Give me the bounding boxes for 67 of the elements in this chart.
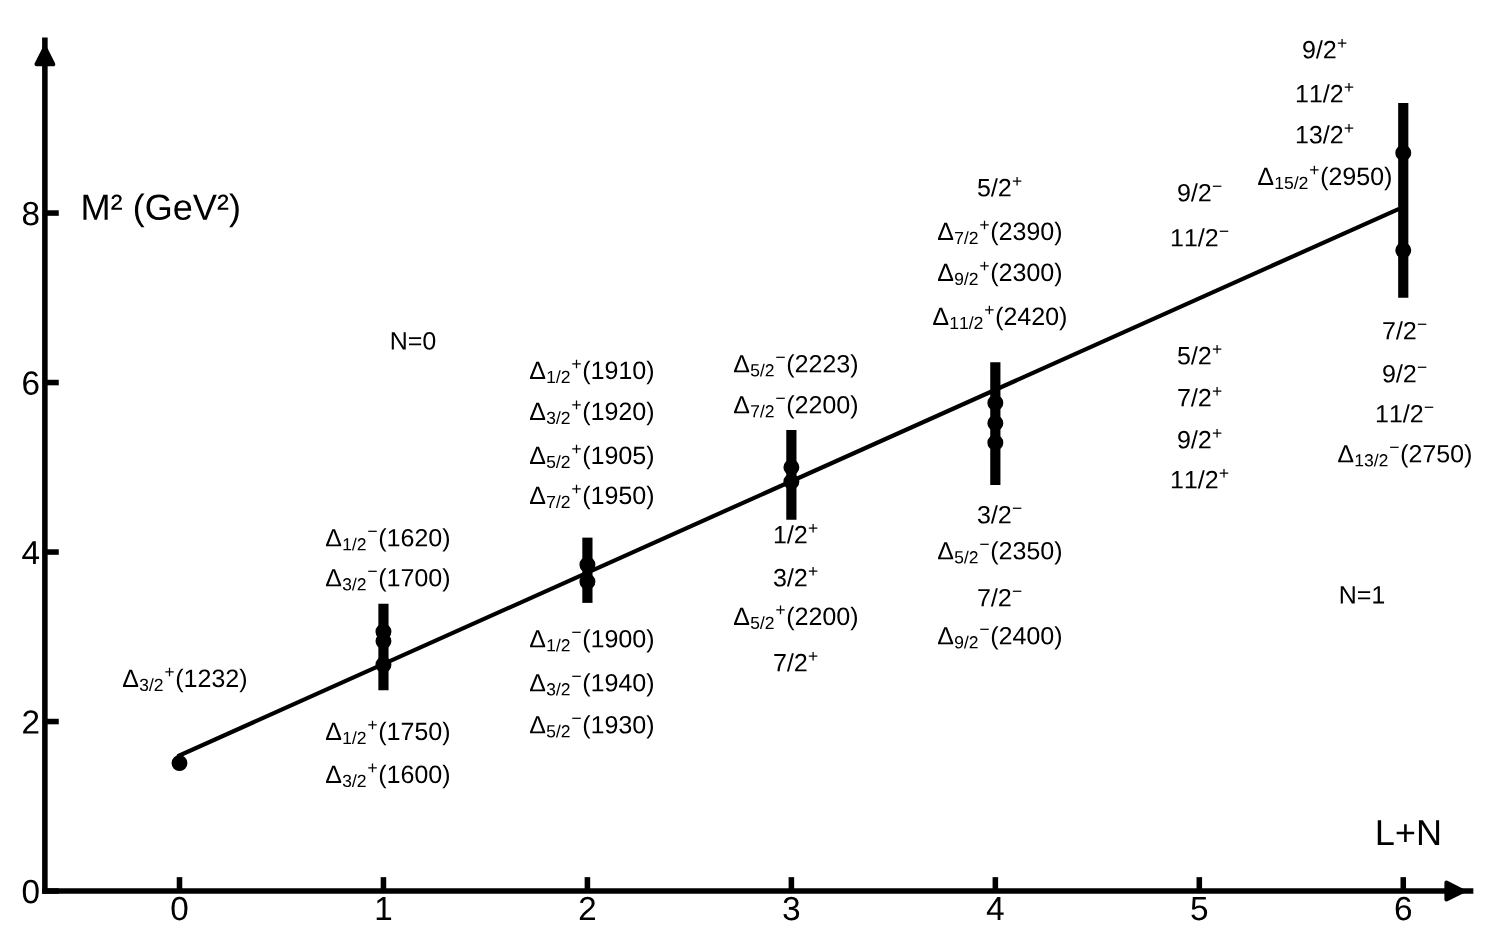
y-tick-label: 0 bbox=[22, 879, 39, 904]
annotation: 11/2$^{−}$ bbox=[1376, 404, 1434, 423]
annotation: 9/2$^{+}$ bbox=[1303, 38, 1347, 59]
x-tick-label: 2 bbox=[579, 896, 596, 921]
annotation: 7/2$^{−}$ bbox=[1383, 321, 1427, 340]
annotation: Δ$_{5/2}$$^{+}$(1905) bbox=[530, 444, 653, 470]
x-tick-label: 1 bbox=[376, 897, 392, 921]
annotation: Δ$_{9/2}$$^{−}$(2400) bbox=[938, 626, 1061, 650]
annotation: 1/2$^{+}$ bbox=[774, 523, 818, 544]
annotation: 3/2$^{+}$ bbox=[773, 566, 818, 587]
annotation: 5/2$^{+}$ bbox=[978, 176, 1022, 197]
annotation: Δ$_{5/2}$$^{−}$(2350) bbox=[938, 541, 1061, 565]
annotation: Δ$_{1/2}$$^{−}$(1900) bbox=[530, 629, 653, 653]
annotation: 7/2$^{−}$ bbox=[978, 588, 1022, 607]
point bbox=[1395, 242, 1412, 259]
annotation: Δ$_{7/2}$$^{+}$(2390) bbox=[938, 220, 1061, 246]
annotation: Δ$_{13/2}$$^{−}$(2750) bbox=[1338, 444, 1471, 468]
y-tick-label: 4 bbox=[22, 541, 40, 565]
x-axis-title: L+N bbox=[1377, 820, 1440, 846]
annotation: Δ$_{1/2}$$^{+}$(1750) bbox=[326, 720, 449, 746]
annotation: Δ$_{7/2}$$^{+}$(1950) bbox=[530, 484, 653, 510]
y-tick-label: 2 bbox=[23, 710, 39, 734]
annotation: N=1 bbox=[1340, 586, 1385, 604]
x-tick-label: 3 bbox=[783, 896, 800, 921]
point bbox=[987, 394, 1004, 411]
point bbox=[579, 573, 596, 590]
annotation: Δ$_{11/2}$$^{+}$(2420) bbox=[933, 305, 1066, 331]
annotation: 3/2$^{−}$ bbox=[977, 505, 1022, 524]
annotation: 7/2$^{+}$ bbox=[1178, 386, 1222, 407]
annotation: Δ$_{9/2}$$^{+}$(2300) bbox=[938, 261, 1061, 287]
point bbox=[1395, 144, 1412, 161]
x-tick-label: 5 bbox=[1191, 897, 1208, 921]
annotation: N=0 bbox=[391, 332, 436, 350]
point bbox=[375, 656, 392, 673]
annotation: 11/2$^{−}$ bbox=[1171, 228, 1229, 247]
point bbox=[783, 459, 800, 476]
annotation: 7/2$^{+}$ bbox=[774, 651, 818, 672]
annotation: Δ$_{1/2}$$^{−}$(1620) bbox=[326, 528, 449, 552]
annotation: 9/2$^{−}$ bbox=[1178, 183, 1222, 202]
annotation: 9/2$^{+}$ bbox=[1178, 428, 1222, 449]
x-tick-label: 0 bbox=[171, 896, 188, 921]
annotation: 11/2$^{+}$ bbox=[1296, 82, 1354, 103]
annotation: Δ$_{3/2}$$^{+}$(1600) bbox=[326, 763, 449, 789]
annotation: Δ$_{3/2}$$^{+}$(1920) bbox=[530, 400, 653, 426]
annotation: Δ$_{5/2}$$^{+}$(2200) bbox=[734, 605, 857, 631]
point bbox=[171, 755, 188, 772]
annotation: Δ$_{5/2}$$^{−}$(1930) bbox=[530, 715, 653, 739]
annotation: 11/2$^{+}$ bbox=[1171, 468, 1229, 489]
point bbox=[987, 434, 1004, 451]
point bbox=[987, 415, 1004, 432]
y-tick-label: 8 bbox=[22, 201, 39, 226]
point bbox=[579, 556, 596, 573]
annotation: Δ$_{15/2}$$^{+}$(2950) bbox=[1258, 165, 1391, 191]
annotation: Δ$_{3/2}$$^{−}$(1700) bbox=[326, 568, 449, 592]
x-tick-label: 6 bbox=[1395, 896, 1412, 921]
annotation: Δ$_{1/2}$$^{+}$(1910) bbox=[530, 359, 653, 385]
annotation: 9/2$^{−}$ bbox=[1383, 364, 1427, 383]
annotation: Δ$_{7/2}$$^{−}$(2200) bbox=[734, 395, 857, 419]
annotation: 5/2$^{+}$ bbox=[1178, 344, 1222, 365]
x-tick-label: 4 bbox=[986, 897, 1004, 921]
annotation: Δ$_{5/2}$$^{−}$(2223) bbox=[734, 354, 857, 378]
y-tick-label: 6 bbox=[23, 371, 39, 395]
annotation: Δ$_{3/2}$$^{−}$(1940) bbox=[530, 673, 653, 697]
annotation: Δ$_{3/2}$$^{+}$(1232) bbox=[123, 667, 246, 693]
y-axis-title: M² (GeV²) bbox=[83, 193, 239, 228]
point bbox=[783, 473, 800, 490]
annotation: 13/2$^{+}$ bbox=[1296, 123, 1354, 144]
